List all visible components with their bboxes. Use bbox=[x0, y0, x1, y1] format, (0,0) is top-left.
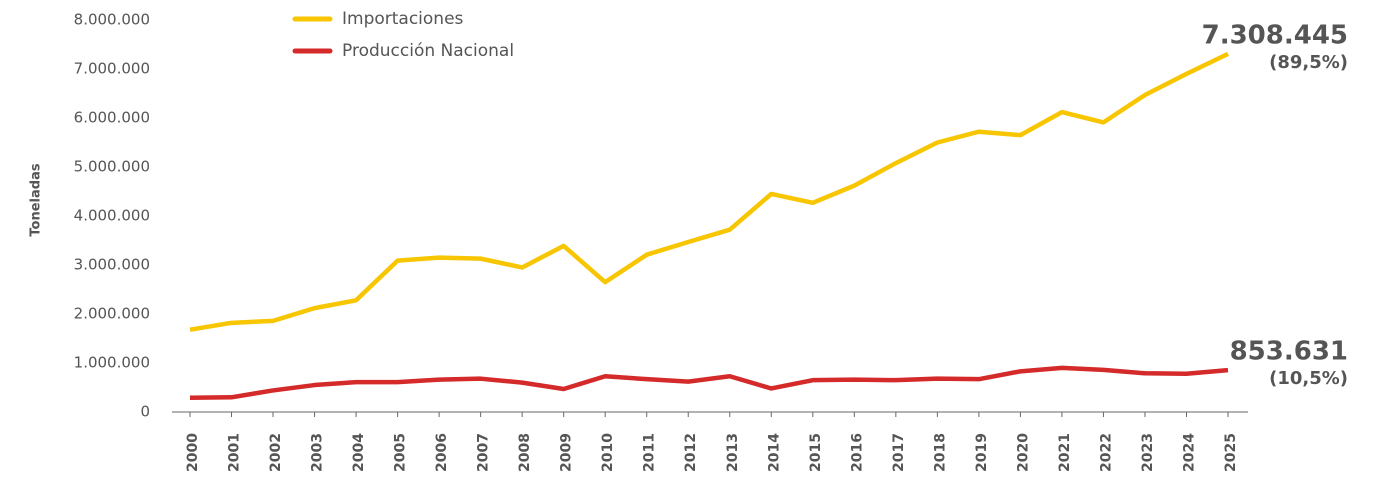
x-tick-label: 2000 bbox=[185, 433, 201, 472]
x-tick-label: 2003 bbox=[310, 433, 326, 472]
x-tick-label: 2023 bbox=[1140, 433, 1156, 472]
x-tick-label: 2008 bbox=[517, 433, 533, 472]
x-tick-label: 2012 bbox=[683, 433, 699, 472]
y-tick-label: 5.000.000 bbox=[74, 158, 150, 176]
series-line bbox=[189, 365, 1229, 401]
y-tick-label: 3.000.000 bbox=[74, 256, 150, 274]
end-value-label: 7.308.445 bbox=[1202, 20, 1348, 50]
series-line bbox=[189, 51, 1229, 332]
x-tick-label: 2010 bbox=[600, 433, 616, 472]
legend-label: Producción Nacional bbox=[342, 41, 514, 61]
end-value-label: 853.631 bbox=[1230, 337, 1348, 367]
y-tick-label: 8.000.000 bbox=[74, 11, 150, 29]
y-axis-label: Toneladas bbox=[29, 163, 44, 236]
x-tick-label: 2013 bbox=[725, 433, 741, 472]
x-tick-label: 2022 bbox=[1098, 433, 1114, 472]
x-tick-label: 2011 bbox=[642, 433, 658, 472]
x-tick-label: 2014 bbox=[766, 433, 782, 472]
y-tick-label: 2.000.000 bbox=[74, 305, 150, 323]
x-tick-label: 2006 bbox=[434, 433, 450, 472]
x-tick-label: 2002 bbox=[268, 433, 284, 472]
y-tick-label: 0 bbox=[140, 403, 150, 421]
y-tick-label: 7.000.000 bbox=[74, 60, 150, 78]
x-tick-label: 2007 bbox=[476, 433, 492, 472]
end-share-label: (10,5%) bbox=[1269, 368, 1348, 389]
x-tick-label: 2009 bbox=[559, 433, 575, 472]
x-tick-label: 2005 bbox=[393, 433, 409, 472]
y-tick-label: 1.000.000 bbox=[74, 354, 150, 372]
x-tick-label: 2020 bbox=[1015, 433, 1031, 472]
end-share-label: (89,5%) bbox=[1269, 52, 1348, 73]
x-tick-label: 2021 bbox=[1057, 433, 1073, 472]
x-tick-label: 2001 bbox=[227, 433, 243, 472]
x-tick-label: 2019 bbox=[974, 433, 990, 472]
y-tick-label: 6.000.000 bbox=[74, 109, 150, 127]
x-tick-label: 2004 bbox=[351, 433, 367, 472]
x-tick-label: 2025 bbox=[1223, 433, 1239, 472]
x-tick-label: 2016 bbox=[849, 433, 865, 472]
x-tick-label: 2017 bbox=[891, 433, 907, 472]
x-tick-label: 2015 bbox=[808, 433, 824, 472]
y-tick-label: 4.000.000 bbox=[74, 207, 150, 225]
legend-label: Importaciones bbox=[342, 9, 464, 29]
x-tick-label: 2024 bbox=[1181, 433, 1197, 472]
x-tick-label: 2018 bbox=[932, 433, 948, 472]
